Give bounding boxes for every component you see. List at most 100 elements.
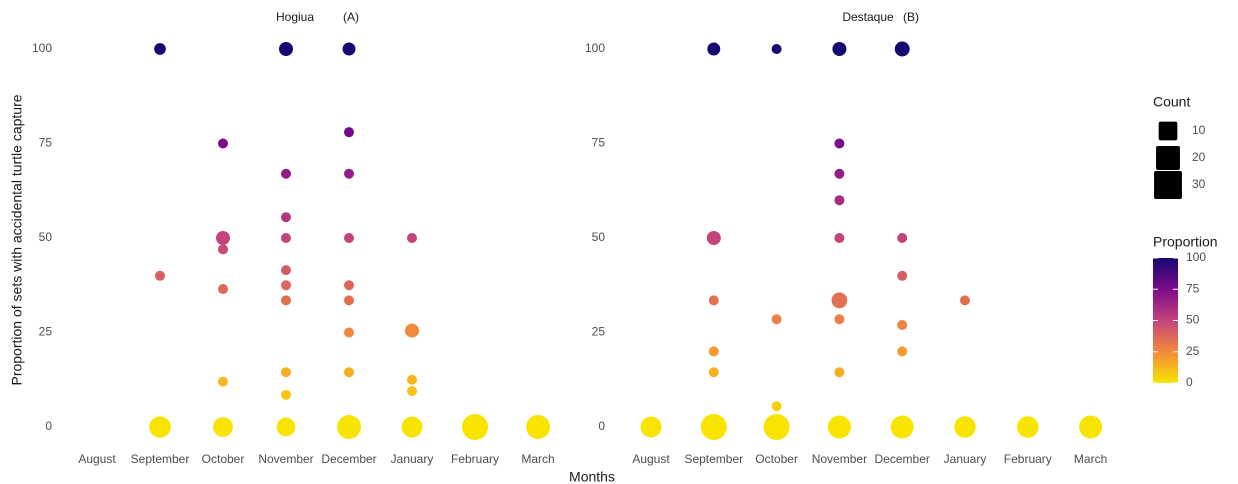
point (279, 42, 293, 56)
point (640, 416, 662, 438)
point (407, 374, 417, 385)
point (771, 314, 782, 325)
x-tick-label: December (875, 452, 930, 466)
y-tick-label: 50 (592, 230, 606, 244)
size-key-label: 30 (1192, 177, 1206, 191)
point (526, 415, 550, 439)
x-axis-title: Months (569, 469, 615, 484)
x-tick-label: November (258, 452, 313, 466)
point (401, 416, 423, 438)
point (213, 417, 233, 437)
color-tick-label: 25 (1186, 344, 1200, 358)
point (706, 231, 721, 245)
point (281, 389, 291, 400)
point (834, 138, 845, 149)
point (1079, 415, 1103, 439)
size-key-label: 10 (1192, 123, 1206, 137)
size-key (1154, 171, 1182, 199)
point (149, 416, 171, 438)
point (834, 168, 845, 179)
point (954, 416, 976, 438)
point (281, 168, 291, 179)
point (218, 244, 228, 255)
y-tick-label: 25 (39, 325, 53, 339)
point (890, 415, 914, 439)
point (897, 270, 908, 281)
panel-tag: (A) (343, 10, 359, 24)
x-tick-label: August (78, 452, 116, 466)
point (897, 346, 908, 357)
y-tick-label: 75 (592, 136, 606, 150)
size-legend-title: Count (1153, 94, 1190, 110)
y-tick-label: 75 (39, 136, 53, 150)
point (344, 233, 354, 243)
point (405, 323, 419, 338)
point (218, 376, 228, 387)
x-tick-label: March (521, 452, 554, 466)
point (337, 415, 361, 439)
size-key-label: 20 (1192, 150, 1206, 164)
point (834, 314, 845, 325)
point (1017, 416, 1039, 438)
x-tick-label: February (451, 452, 499, 466)
point (344, 295, 354, 306)
y-tick-label: 100 (585, 41, 605, 55)
point (218, 284, 228, 295)
point (281, 295, 291, 306)
y-axis-title: Proportion of sets with accidental turtl… (9, 94, 25, 385)
color-tick-label: 100 (1186, 250, 1206, 264)
point (708, 346, 719, 357)
point (281, 233, 291, 243)
x-tick-label: September (131, 452, 190, 466)
point (834, 233, 845, 243)
point (897, 233, 908, 243)
point (344, 280, 354, 291)
color-tick-label: 75 (1186, 281, 1200, 295)
point (276, 417, 296, 437)
point (281, 265, 291, 276)
y-tick-label: 50 (39, 230, 53, 244)
point (218, 138, 228, 149)
x-tick-label: October (755, 452, 798, 466)
point (344, 367, 354, 378)
size-key (1156, 146, 1180, 170)
point (462, 414, 488, 440)
x-tick-label: September (684, 452, 743, 466)
y-tick-label: 100 (32, 41, 52, 55)
point (216, 231, 230, 245)
point (894, 41, 910, 57)
x-tick-label: February (1004, 452, 1052, 466)
x-tick-label: March (1074, 452, 1107, 466)
point (708, 295, 719, 306)
point (281, 367, 291, 378)
point (155, 270, 165, 281)
x-tick-label: November (812, 452, 867, 466)
point (344, 127, 354, 138)
point (834, 367, 845, 378)
point (700, 414, 727, 440)
point (342, 42, 356, 56)
panel-title: Hogiua (276, 10, 314, 24)
x-tick-label: October (202, 452, 245, 466)
point (771, 401, 782, 412)
point (897, 319, 908, 330)
color-tick-label: 50 (1186, 313, 1200, 327)
point (344, 168, 354, 179)
point (708, 367, 719, 378)
point (827, 415, 851, 439)
point (832, 42, 847, 56)
point (154, 43, 166, 55)
y-tick-label: 25 (592, 325, 606, 339)
color-legend-title: Proportion (1153, 234, 1218, 250)
point (407, 233, 417, 243)
point (763, 414, 790, 440)
point (344, 327, 354, 338)
point (834, 195, 845, 206)
point (707, 42, 721, 56)
x-tick-label: August (632, 452, 670, 466)
point (831, 292, 848, 309)
point (281, 212, 291, 223)
point (281, 280, 291, 291)
size-key (1158, 121, 1178, 141)
